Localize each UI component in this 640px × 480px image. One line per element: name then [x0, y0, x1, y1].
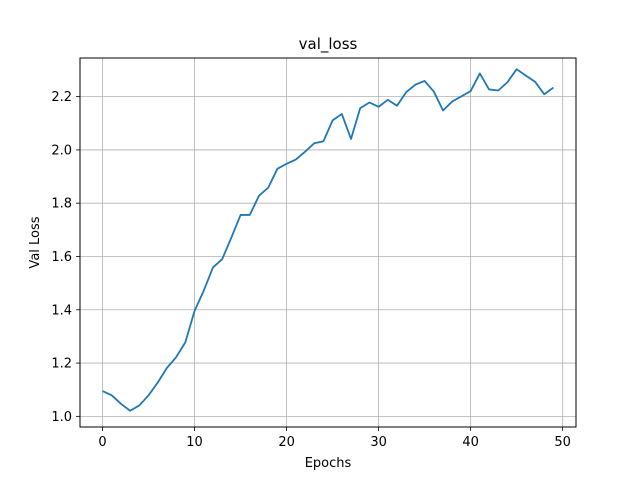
y-tick-label: 1.6 — [51, 250, 72, 265]
y-tick-label: 2.0 — [51, 143, 72, 158]
y-tick-label: 1.8 — [51, 197, 72, 212]
axes-frame — [79, 57, 577, 428]
x-tick-label: 20 — [278, 435, 295, 450]
y-tick-label: 2.2 — [51, 90, 72, 105]
ticks: 0 10 20 30 40 50 1.0 1.2 1.4 1.6 1.8 2.0 2.2 — [51, 90, 571, 450]
series-group — [102, 68, 554, 412]
x-tick-label: 40 — [462, 435, 479, 450]
x-tick-label: 30 — [370, 435, 387, 450]
chart-title: val_loss — [299, 35, 358, 54]
y-tick-label: 1.2 — [51, 357, 72, 372]
y-tick-label: 1.0 — [51, 410, 72, 425]
val-loss-line — [102, 68, 554, 412]
x-tick-label: 10 — [186, 435, 203, 450]
x-axis-label: Epochs — [305, 456, 352, 471]
y-tick-label: 1.4 — [51, 303, 72, 318]
x-tick-label: 50 — [554, 435, 571, 450]
grid — [80, 58, 576, 427]
y-axis-label: Val Loss — [28, 216, 43, 268]
x-tick-label: 0 — [98, 435, 106, 450]
